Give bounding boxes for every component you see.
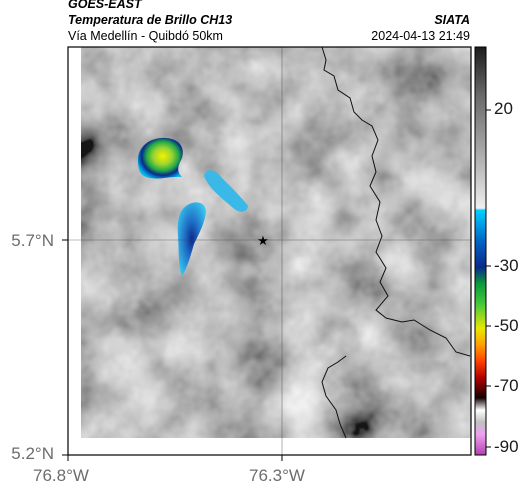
lon-tick-label: 76.3°W (249, 466, 305, 485)
colorbar-label: -50 (494, 316, 519, 335)
convective-cell-large (138, 137, 183, 179)
colorbar-label: -30 (494, 256, 519, 275)
map-frame (67, 46, 472, 456)
colorbar-label: -70 (494, 376, 519, 395)
org-label: SIATA (434, 13, 470, 27)
satellite-image (68, 47, 471, 455)
convective-cell-east (204, 170, 248, 212)
star-icon: ★ (257, 234, 269, 249)
region-subtitle: Vía Medellín - Quibdó 50km (68, 29, 223, 43)
colorbar-label: -90 (494, 437, 519, 456)
lat-tick-label: 5.7°N (11, 231, 54, 250)
satellite-label: GOES-EAST (68, 0, 142, 11)
lat-tick-label: 5.2°N (11, 444, 54, 463)
convective-cell-south (177, 202, 206, 276)
colorbar-label: 20 (494, 99, 513, 118)
border-line-south (321, 355, 347, 439)
colorbar (474, 46, 487, 456)
product-title: Temperatura de Brillo CH13 (68, 13, 233, 27)
border-line-north (321, 47, 471, 357)
datetime-label: 2024-04-13 21:49 (371, 29, 470, 43)
lon-tick-label: 76.8°W (33, 466, 89, 485)
